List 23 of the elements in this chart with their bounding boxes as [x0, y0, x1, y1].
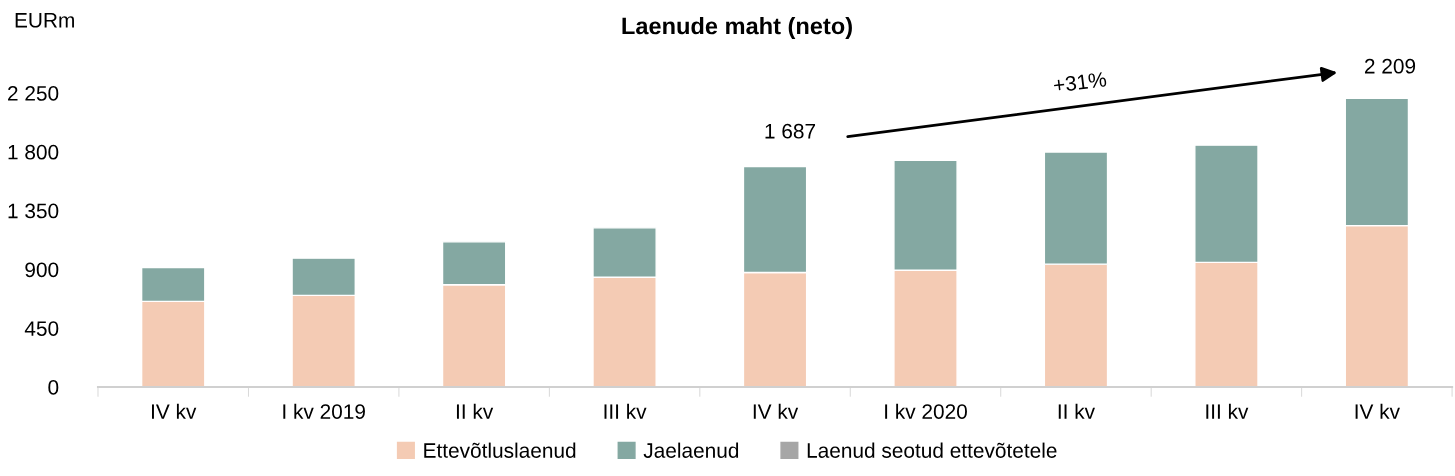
x-tick-label: III kv	[604, 403, 647, 419]
x-tick-label: I kv 2020	[885, 403, 967, 419]
x-tick-label: IV kv	[1355, 403, 1400, 419]
x-tick-label: II kv	[1058, 403, 1095, 419]
y-axis-title: EURm	[15, 13, 74, 28]
legend-label: Jaelaenud	[643, 442, 739, 458]
x-tick-label: IV kv	[753, 403, 799, 419]
y-tick-label: 1 350	[8, 203, 59, 219]
x-tick-label: II kv	[456, 403, 494, 419]
text: 2 209	[1364, 58, 1416, 74]
x-tick-label: III kv	[1206, 403, 1249, 419]
x-tick-label: I kv 2019	[283, 403, 365, 419]
chart-title: Laenude maht (neto)	[622, 17, 852, 39]
legend-label: Laenud seotud ettevõtetele	[807, 442, 1057, 458]
y-tick-label: 900	[25, 262, 59, 278]
y-tick-label: 2 250	[8, 86, 59, 101]
y-tick-label: 1 800	[8, 144, 59, 160]
text: +31%	[1053, 71, 1107, 93]
legend-label: Ettevõtluslaenud	[424, 442, 576, 458]
y-tick-label: 450	[24, 321, 59, 336]
y-tick-label: 0	[48, 380, 59, 395]
x-tick-label: IV kv	[152, 403, 197, 419]
annotation: 1 687	[765, 123, 816, 139]
